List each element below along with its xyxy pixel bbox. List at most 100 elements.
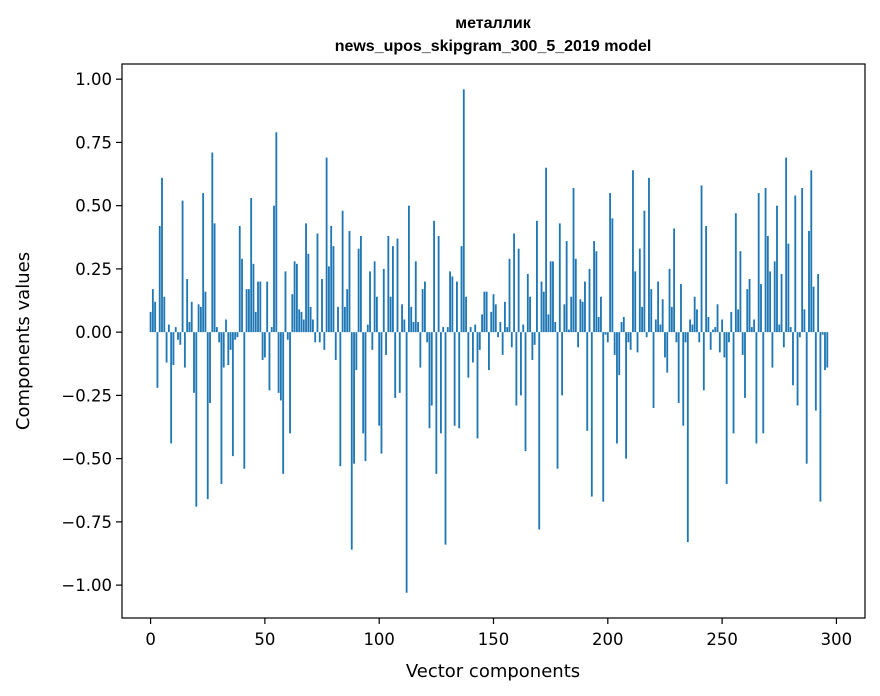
bar <box>321 279 323 333</box>
bar <box>817 273 820 333</box>
bar <box>186 279 189 333</box>
bar <box>449 271 451 333</box>
bar <box>291 294 294 333</box>
bar <box>421 289 424 333</box>
bar <box>222 332 225 368</box>
bar <box>501 332 504 355</box>
bar <box>707 316 710 333</box>
bar <box>350 332 353 550</box>
x-tick-label: 50 <box>254 630 275 649</box>
bar <box>456 281 458 333</box>
bar <box>718 332 721 353</box>
bar <box>401 304 403 333</box>
bar <box>755 332 758 444</box>
bar <box>824 332 826 371</box>
bar <box>391 246 394 333</box>
bar <box>341 210 344 333</box>
bar <box>211 152 214 333</box>
bar <box>625 332 628 459</box>
bar <box>748 279 751 333</box>
bar <box>195 332 198 507</box>
bar <box>524 332 527 452</box>
bar <box>238 225 241 333</box>
bar <box>670 306 673 333</box>
bar <box>753 319 756 333</box>
bar <box>675 332 678 343</box>
bar <box>510 332 513 348</box>
bar <box>270 327 273 333</box>
bar <box>250 198 253 333</box>
bar <box>337 306 339 333</box>
bar <box>325 157 328 333</box>
x-axis-ticks: 0 50 100 150 200 250 300 <box>145 618 852 649</box>
bar <box>538 332 541 530</box>
y-tick-label: 1.00 <box>75 70 112 89</box>
bar <box>231 332 234 457</box>
bar <box>158 225 161 333</box>
bar <box>403 319 406 333</box>
x-tick-label: 300 <box>821 630 853 649</box>
y-tick-label: 0.50 <box>75 197 112 216</box>
bar <box>154 301 157 333</box>
bar <box>712 329 714 333</box>
bar <box>387 236 390 333</box>
bar <box>151 289 154 333</box>
bar <box>204 291 207 333</box>
chart-subtitle: news_upos_skipgram_300_5_2019 model <box>335 38 652 55</box>
bar <box>620 322 623 333</box>
bar <box>494 304 497 333</box>
bar <box>236 332 239 338</box>
bar <box>380 332 383 454</box>
bar <box>293 261 296 333</box>
bar <box>261 332 264 360</box>
bar <box>282 332 285 474</box>
bar <box>632 170 634 333</box>
y-tick-label: −0.25 <box>61 386 112 405</box>
bar <box>369 271 371 333</box>
bar <box>526 273 529 333</box>
bar <box>689 319 692 333</box>
bar <box>263 332 266 358</box>
bar <box>227 332 230 366</box>
bar <box>602 332 605 502</box>
bar <box>177 332 179 340</box>
bar <box>202 193 205 333</box>
bar <box>698 332 701 343</box>
bar <box>533 332 536 345</box>
bar <box>812 286 815 333</box>
bar <box>218 332 221 343</box>
bar <box>504 301 506 333</box>
bar <box>277 332 280 393</box>
bar <box>732 332 735 434</box>
bar <box>305 223 307 333</box>
bar <box>243 332 246 469</box>
bar <box>540 281 543 333</box>
bar <box>385 332 387 355</box>
bar <box>408 205 410 333</box>
bar <box>394 332 397 398</box>
bar <box>476 332 479 439</box>
x-tick-label: 0 <box>145 630 156 649</box>
bar <box>467 332 470 378</box>
bar <box>318 332 321 343</box>
bar <box>257 281 259 333</box>
bar <box>241 258 243 333</box>
bar <box>378 332 381 426</box>
bar <box>273 205 275 333</box>
bar <box>284 271 287 333</box>
bar <box>757 193 760 333</box>
bar <box>536 220 538 333</box>
bar <box>787 243 790 333</box>
bar <box>552 261 554 333</box>
bar <box>673 228 676 333</box>
bar <box>451 276 454 333</box>
bar <box>446 327 449 333</box>
bar <box>522 324 525 333</box>
bar <box>565 241 568 333</box>
bar <box>323 332 326 350</box>
bar <box>295 263 298 333</box>
bar <box>794 195 797 333</box>
bar <box>188 322 191 333</box>
bar <box>581 301 584 333</box>
bar <box>412 322 415 333</box>
